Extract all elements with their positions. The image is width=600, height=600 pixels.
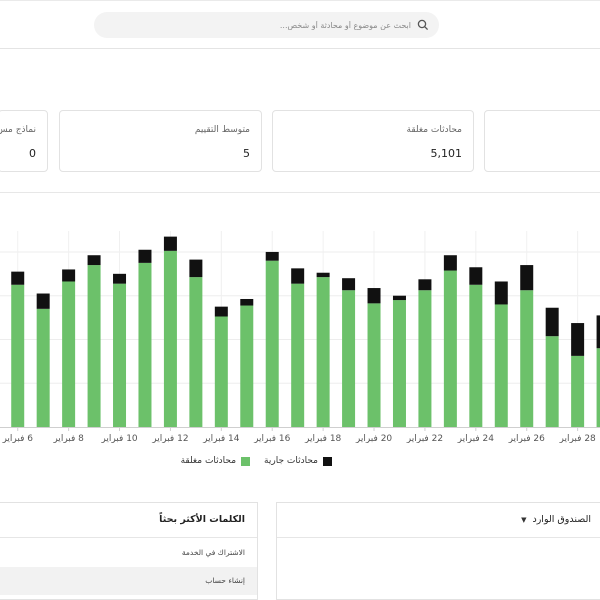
keyword-label: إنشاء حساب xyxy=(205,576,245,585)
bar-open xyxy=(494,281,508,305)
bar-closed xyxy=(520,290,534,427)
bar-open xyxy=(189,259,203,278)
bar-closed xyxy=(596,348,600,427)
inbox-dropdown[interactable]: الصندوق الوارد ▼ xyxy=(521,514,591,525)
bar-open xyxy=(545,307,559,337)
kpi-label: نماذج مس xyxy=(0,125,36,135)
conversations-chart-panel: 6 فبراير 8 فبراير 10 فبراير 12 فبراير 14 فبر… xyxy=(0,192,600,493)
kpi-value: 0 xyxy=(29,147,36,160)
x-tick-label: 24 فبراير xyxy=(457,434,495,443)
bar-open xyxy=(214,306,228,317)
inbox-title: الصندوق الوارد xyxy=(532,514,591,525)
kpi-card-partial xyxy=(484,110,600,172)
bar-closed xyxy=(36,308,50,427)
keyword-row[interactable]: الاشتراك في الخدمة xyxy=(0,539,257,567)
x-tick-label: 8 فبراير xyxy=(52,434,84,443)
bar-closed xyxy=(469,284,483,427)
bar-closed xyxy=(545,336,559,427)
conversations-bar-chart: 6 فبراير 8 فبراير 10 فبراير 12 فبراير 14 فبر… xyxy=(0,231,600,443)
bar-closed xyxy=(163,250,177,427)
x-tick-label: 18 فبراير xyxy=(304,434,342,443)
bar-closed xyxy=(316,277,330,427)
chart-legend: محادثات جارية محادثات مغلقة xyxy=(181,456,332,466)
bar-closed xyxy=(418,290,432,427)
bar-closed xyxy=(11,284,25,427)
bar-open xyxy=(367,288,381,304)
keyword-label: الاشتراك في الخدمة xyxy=(181,548,245,557)
legend-item-closed[interactable]: محادثات مغلقة xyxy=(180,456,251,466)
bar-closed xyxy=(138,262,152,427)
x-tick-label: 26 فبراير xyxy=(508,434,546,443)
divider xyxy=(0,537,257,538)
x-tick-label: 14 فبراير xyxy=(202,434,240,443)
legend-swatch-closed xyxy=(241,456,251,466)
bar-open xyxy=(342,278,356,291)
bar-closed xyxy=(392,300,406,427)
bar-closed xyxy=(87,265,101,427)
x-tick-label: 12 فبراير xyxy=(151,434,188,443)
kpi-value: 5 xyxy=(243,147,250,160)
bar-closed xyxy=(291,283,305,427)
inbox-panel: الصندوق الوارد ▼ xyxy=(276,502,600,600)
bar-open xyxy=(392,295,406,301)
bar-open xyxy=(291,268,305,284)
bar-closed xyxy=(265,260,279,427)
top-keywords-panel: الكلمات الأكثر بحثاً الاشتراك في الخدمة … xyxy=(0,502,258,600)
bar-closed xyxy=(342,290,356,427)
kpi-label: متوسط التقييم xyxy=(194,125,250,135)
bar-open xyxy=(316,272,330,278)
legend-item-open[interactable]: محادثات جارية xyxy=(264,456,332,466)
x-tick-label: 10 فبراير xyxy=(100,434,138,443)
bar-open xyxy=(163,236,177,251)
bar-open xyxy=(443,255,457,271)
x-tick-label: 28 فبراير xyxy=(558,434,596,443)
top-bar xyxy=(0,0,600,49)
legend-swatch-open xyxy=(323,456,332,466)
kpi-card-forms: نماذج مس 0 xyxy=(0,110,48,172)
kpi-label: محادثات مغلقة xyxy=(406,125,462,135)
bar-open xyxy=(469,267,483,285)
divider xyxy=(277,537,600,538)
caret-down-icon: ▼ xyxy=(521,515,527,524)
bar-closed xyxy=(240,305,254,427)
bar-closed xyxy=(113,283,127,427)
bar-open xyxy=(113,273,127,284)
bar-closed xyxy=(494,304,508,427)
bar-closed xyxy=(367,303,381,427)
bar-open xyxy=(240,298,254,306)
top-keywords-title: الكلمات الأكثر بحثاً xyxy=(159,514,245,525)
keyword-row[interactable]: إنشاء حساب xyxy=(0,567,257,595)
bar-closed xyxy=(571,355,585,427)
x-tick-label: 6 فبراير xyxy=(1,434,33,443)
bar-open xyxy=(571,323,585,356)
x-tick-label: 22 فبراير xyxy=(406,434,443,443)
bar-closed xyxy=(189,277,203,427)
bar-open xyxy=(520,265,534,291)
search-bar[interactable] xyxy=(94,12,439,38)
bar-open xyxy=(418,279,432,291)
bar-open xyxy=(62,269,76,282)
legend-label-open: محادثات جارية xyxy=(264,456,318,466)
bar-open xyxy=(11,271,25,285)
search-input[interactable] xyxy=(104,20,411,30)
search-icon xyxy=(417,19,429,31)
legend-label-closed: محادثات مغلقة xyxy=(180,456,237,466)
bar-open xyxy=(265,251,279,261)
x-tick-label: 20 فبراير xyxy=(355,434,393,443)
kpi-card-average-rating: متوسط التقييم 5 xyxy=(59,110,262,172)
kpi-card-closed-conversations: محادثات مغلقة 5,101 xyxy=(272,110,474,172)
bar-open xyxy=(36,293,50,309)
bar-open xyxy=(87,255,101,266)
bar-closed xyxy=(443,270,457,427)
bar-closed xyxy=(62,281,76,427)
bar-open xyxy=(138,249,152,263)
x-tick-label: 16 فبراير xyxy=(253,434,291,443)
kpi-value: 5,101 xyxy=(430,147,463,160)
bar-closed xyxy=(214,316,228,427)
bar-open xyxy=(596,315,600,349)
